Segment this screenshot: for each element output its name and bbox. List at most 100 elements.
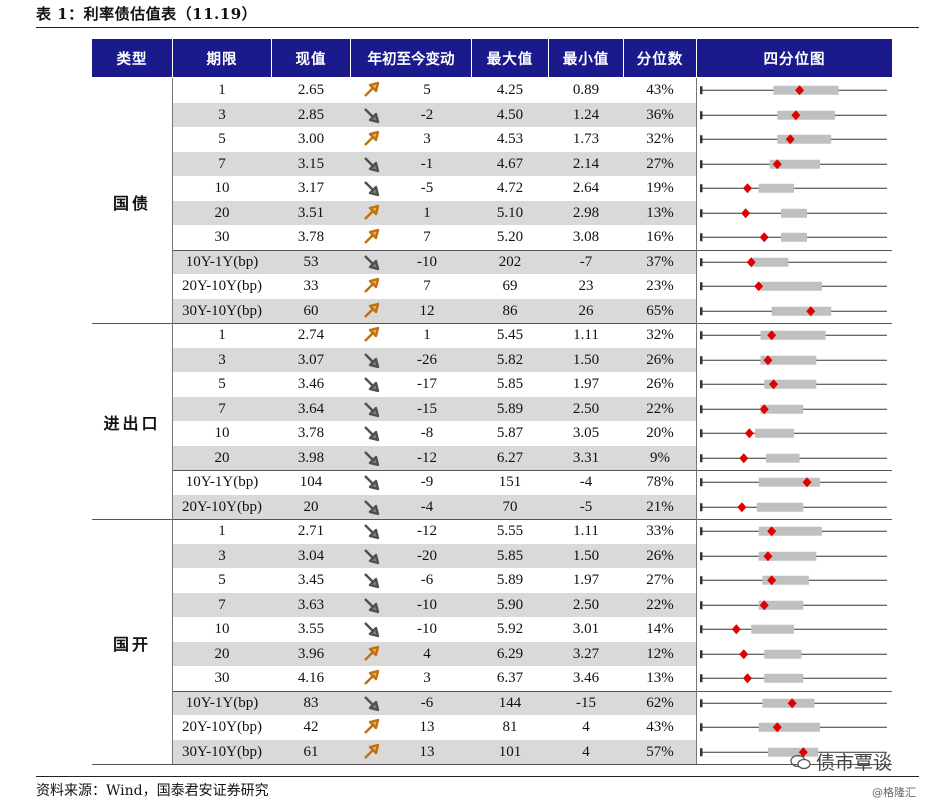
min-cell: 2.50 (572, 400, 600, 417)
max-cell: 69 (502, 278, 518, 294)
quartile-plot (700, 256, 887, 267)
quartile-plot (700, 109, 887, 120)
value-cell: 42 (303, 719, 319, 735)
min-cell: -5 (579, 498, 593, 515)
header-max: 最大值 (472, 39, 548, 77)
value-cell: 53 (303, 253, 319, 270)
arrow-down-right-icon (364, 450, 380, 466)
iqr-box (777, 110, 835, 120)
max-cell: 4.72 (496, 180, 524, 196)
change-cell: -10 (417, 596, 437, 613)
row-shade (173, 690, 696, 715)
value-cell: 3.78 (297, 229, 325, 245)
row-shade (173, 592, 696, 617)
term-cell: 10 (214, 180, 230, 196)
group-separator (92, 764, 892, 765)
value-cell: 3.17 (297, 180, 325, 196)
rate-bond-valuation-table: 类型 期限 现值 年初至今变动 最大值 最小值 分位数 四分位图 国债 1 2.65… (92, 39, 892, 767)
arrow-up-right-icon (364, 326, 380, 342)
min-cell: 3.27 (572, 645, 600, 662)
value-cell: 2.74 (297, 327, 325, 343)
arrow-down-right-icon (364, 377, 380, 393)
min-tick (700, 747, 703, 756)
iqr-box (758, 551, 817, 561)
max-cell: 5.45 (496, 327, 524, 343)
percentile-cell: 22% (646, 596, 674, 613)
header-ytd-change: 年初至今变动 (351, 39, 471, 77)
min-cell: 1.50 (572, 351, 600, 368)
value-cell: 104 (299, 474, 323, 490)
min-tick (700, 453, 703, 462)
current-value-marker (744, 428, 754, 439)
iqr-box (758, 183, 794, 193)
change-cell: -26 (417, 351, 437, 368)
max-cell: 86 (502, 302, 518, 319)
change-cell: -6 (420, 572, 434, 588)
term-cell: 10Y-1Y(bp) (185, 694, 259, 711)
change-cell: -10 (417, 253, 437, 270)
percentile-cell: 9% (650, 449, 670, 466)
change-cell: 4 (423, 645, 431, 662)
current-value-marker (767, 330, 777, 341)
arrow-up-right-icon (364, 669, 380, 685)
current-value-marker (731, 624, 741, 635)
quartile-plot (700, 134, 887, 145)
min-tick (700, 86, 703, 95)
max-cell: 6.29 (496, 645, 524, 662)
term-cell: 30 (214, 670, 230, 686)
iqr-box (760, 404, 804, 414)
min-cell: -15 (576, 694, 596, 711)
percentile-cell: 14% (646, 621, 674, 637)
quartile-plot (700, 207, 887, 218)
arrow-down-right-icon (364, 597, 380, 613)
wechat-icon (790, 754, 811, 769)
term-cell: 1 (218, 523, 226, 539)
quartile-plot (700, 305, 887, 316)
max-cell: 101 (498, 743, 522, 760)
arrow-up-right-icon (364, 228, 380, 244)
arrow-down-right-icon (364, 107, 380, 123)
arrow-down-right-icon (364, 352, 380, 368)
percentile-cell: 19% (646, 180, 674, 196)
arrow-down-right-icon (364, 401, 380, 417)
term-cell: 3 (218, 106, 226, 123)
value-cell: 3.51 (297, 204, 325, 221)
iqr-box (769, 159, 821, 169)
min-tick (700, 723, 703, 732)
min-cell: 2.98 (572, 204, 600, 221)
min-tick (700, 208, 703, 217)
quartile-plot (700, 673, 887, 684)
current-value-marker (741, 207, 751, 218)
min-tick (700, 135, 703, 144)
quartile-plot (700, 526, 887, 537)
quartile-plot (700, 722, 887, 733)
current-value-marker (772, 158, 782, 169)
arrow-down-right-icon (364, 254, 380, 270)
current-value-marker (763, 550, 773, 561)
header-quartile-chart: 四分位图 (697, 39, 892, 77)
quartile-plot (700, 354, 887, 365)
current-value-marker (798, 746, 808, 757)
title-rule (36, 27, 919, 28)
value-cell: 3.63 (297, 596, 325, 613)
spread-separator (173, 470, 892, 471)
value-cell: 3.55 (297, 621, 325, 637)
change-cell: 13 (419, 719, 435, 735)
change-cell: 12 (419, 302, 435, 319)
row-shade (173, 739, 696, 764)
arrow-down-right-icon (364, 548, 380, 564)
current-value-marker (737, 501, 747, 512)
row-shade (173, 249, 696, 274)
percentile-cell: 26% (646, 547, 674, 564)
current-value-marker (795, 85, 805, 96)
arrow-up-right-icon (364, 277, 380, 293)
row-shade (173, 151, 696, 176)
value-cell: 20 (303, 498, 319, 515)
percentile-cell: 36% (646, 106, 674, 123)
header-percentile: 分位数 (624, 39, 696, 77)
percentile-cell: 12% (646, 645, 674, 662)
max-cell: 5.20 (496, 229, 524, 245)
quartile-plot (700, 452, 887, 463)
min-tick (700, 110, 703, 119)
value-cell: 60 (303, 302, 319, 319)
